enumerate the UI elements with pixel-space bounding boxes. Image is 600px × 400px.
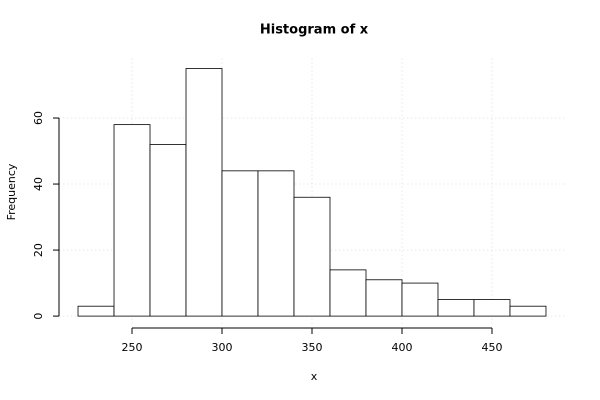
- bar: [185, 68, 223, 317]
- y-tick-label: 20: [32, 243, 45, 257]
- bar: [293, 196, 331, 317]
- bar: [509, 305, 547, 317]
- bar: [365, 279, 403, 317]
- bar: [221, 170, 259, 317]
- x-axis-label: x: [311, 370, 318, 383]
- y-tick-label: 0: [32, 313, 45, 320]
- bar: [77, 305, 115, 317]
- x-tick-label: 400: [391, 341, 412, 354]
- y-axis-label: Frequency: [5, 163, 18, 220]
- bar: [401, 282, 439, 317]
- x-tick-label: 350: [302, 341, 323, 354]
- x-tick-label: 300: [212, 341, 233, 354]
- bar: [437, 299, 475, 317]
- chart-title: Histogram of x: [260, 23, 369, 38]
- bar: [257, 170, 295, 317]
- x-tick-label: 250: [122, 341, 143, 354]
- x-tick-label: 450: [481, 341, 502, 354]
- bar: [149, 144, 187, 317]
- bar: [113, 124, 151, 317]
- bar: [329, 269, 367, 317]
- y-tick-label: 60: [32, 111, 45, 125]
- y-tick-label: 40: [32, 177, 45, 191]
- bar: [473, 299, 511, 317]
